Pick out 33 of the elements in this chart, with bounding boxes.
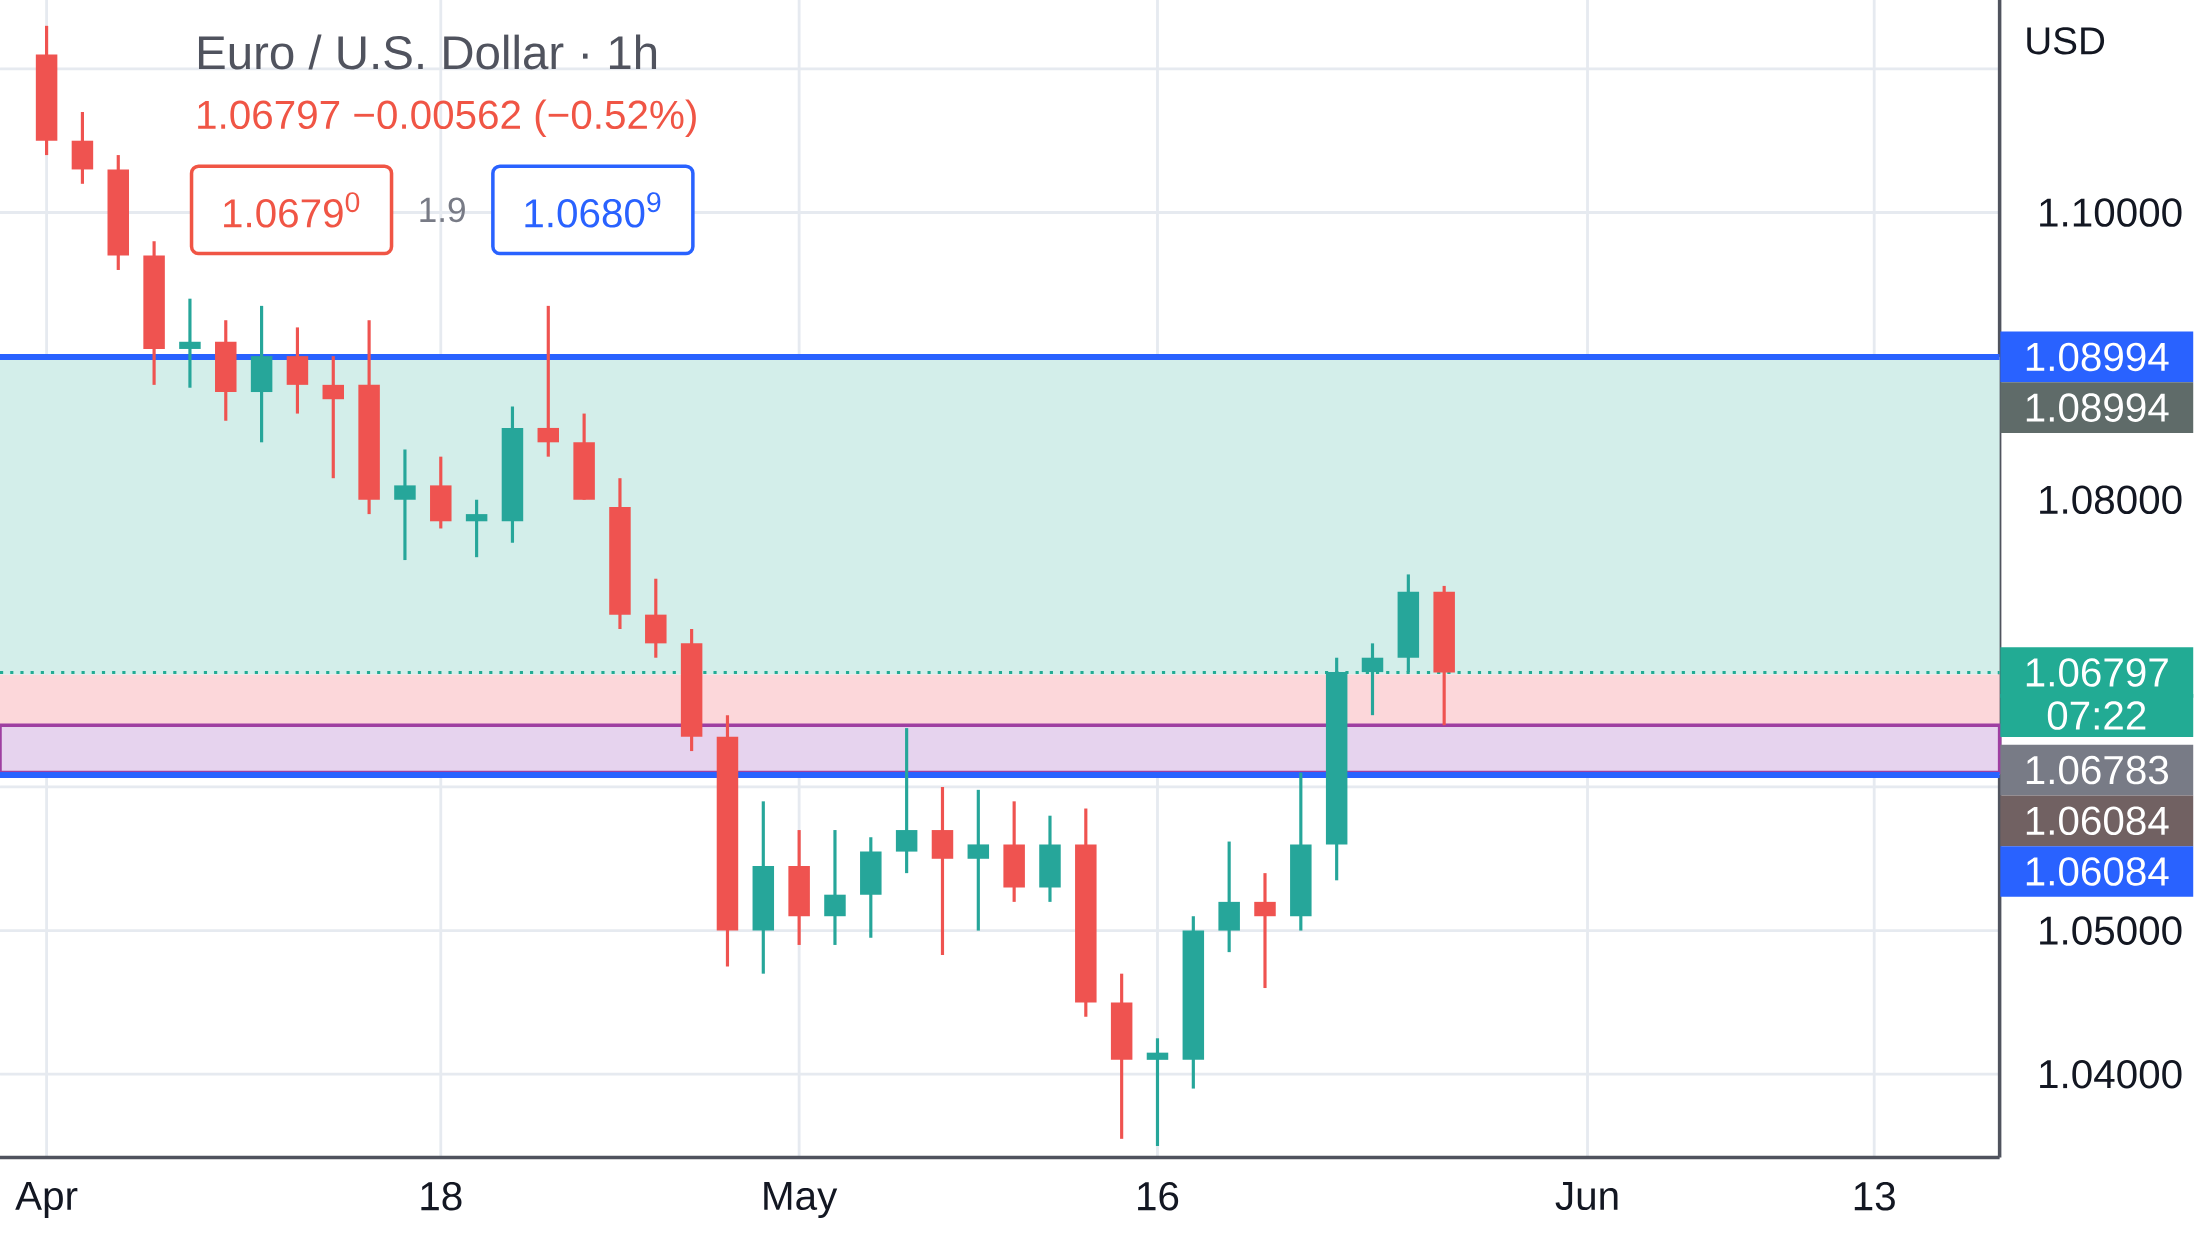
candlestick bbox=[895, 728, 918, 875]
ref-line-label: 1.06084 bbox=[2026, 857, 2169, 886]
annotation: 1.0679$^{0}$ bbox=[224, 192, 360, 228]
y-tick-label: 1.10000 bbox=[2040, 198, 2182, 227]
x-tick-label: Jun bbox=[1555, 1181, 1618, 1211]
candlestick bbox=[1146, 1038, 1169, 1146]
y-tick-label: 1.05000 bbox=[2040, 916, 2182, 945]
x-tick-label: Apr bbox=[15, 1181, 78, 1219]
text: 07:22 bbox=[2047, 701, 2146, 730]
candlestick bbox=[824, 830, 846, 945]
band-label: 1.06084 bbox=[2026, 806, 2169, 836]
band-label: 1.08994 bbox=[2026, 393, 2169, 422]
ref-line-label: 1.08994 bbox=[2026, 342, 2169, 372]
text: 1.06783 bbox=[2026, 755, 2168, 785]
text: Euro / U.S. Dollar · 1h bbox=[198, 34, 657, 70]
candlestick bbox=[537, 304, 560, 457]
y-tick-label: 1.08000 bbox=[2040, 485, 2182, 515]
x-tick-label: 16 bbox=[1138, 1181, 1179, 1211]
x-tick-label: May bbox=[764, 1181, 838, 1219]
ref-line-label: 1.06797 bbox=[2026, 658, 2168, 687]
candlestick bbox=[179, 298, 201, 388]
x-tick-label: 18 bbox=[421, 1181, 462, 1211]
x-tick-label: 13 bbox=[1854, 1181, 1895, 1211]
annotation: 1.9 bbox=[420, 197, 465, 223]
candlestick bbox=[465, 499, 488, 559]
candlestick bbox=[322, 356, 345, 480]
annotation: 1.06797 −0.00562 (−0.52%) bbox=[198, 99, 696, 138]
annotation: 1.0680$^{9}$ bbox=[525, 192, 661, 228]
candlestick bbox=[394, 449, 416, 562]
text: USD bbox=[2027, 27, 2105, 55]
y-tick-label: 1.04000 bbox=[2040, 1059, 2182, 1089]
candlestick bbox=[967, 788, 990, 931]
candlestick bbox=[1254, 873, 1276, 990]
